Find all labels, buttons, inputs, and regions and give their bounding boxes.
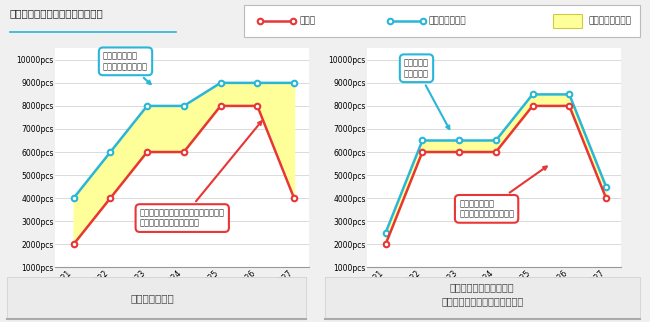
Text: 作業量: 作業量 <box>299 16 315 25</box>
Text: 必要以上の
投賄は不要: 必要以上の 投賄は不要 <box>404 59 449 129</box>
Text: マテハン過剰余力: マテハン過剰余力 <box>588 16 631 25</box>
Text: マテハン処理量: マテハン処理量 <box>429 16 467 25</box>
Text: 案件喪失により、作業量が減少しても
マテハンの変更が出来ない: 案件喪失により、作業量が減少しても マテハンの変更が出来ない <box>140 121 261 228</box>
Text: ギークプラスのマテハン
「ロボット従量課金サービス」: ギークプラスのマテハン 「ロボット従量課金サービス」 <box>441 283 523 307</box>
Text: マテハン処理能力と作業量の推移: マテハン処理能力と作業量の推移 <box>10 8 103 18</box>
Text: 作業量に応じて
マテハンの変更ができる: 作業量に応じて マテハンの変更ができる <box>459 166 547 219</box>
Text: 将来の作業量を
見越した投賄が必要: 将来の作業量を 見越した投賄が必要 <box>103 52 151 84</box>
Text: 従来のマテハン: 従来のマテハン <box>131 293 175 303</box>
